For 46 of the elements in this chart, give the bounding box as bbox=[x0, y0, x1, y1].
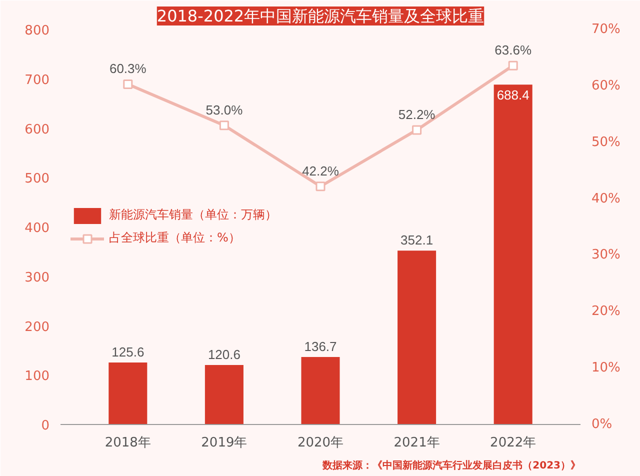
y-tick-label: 800 bbox=[24, 24, 50, 38]
x-tick-label: 2018年 bbox=[104, 436, 151, 450]
y2-tick-label: 60% bbox=[592, 78, 620, 94]
data-label: 352.1 bbox=[400, 232, 434, 248]
x-tick-label: 2019年 bbox=[201, 436, 248, 450]
bar bbox=[301, 357, 340, 424]
point bbox=[123, 79, 133, 89]
legend-label: 占全球比重（单位：%） bbox=[109, 230, 240, 246]
data-label: 53.0% bbox=[206, 102, 244, 118]
y-tick-label: 300 bbox=[24, 270, 50, 286]
y2-tick-label: 40% bbox=[592, 191, 620, 206]
y2-tick-label: 10% bbox=[592, 360, 620, 376]
y-tick-label: 500 bbox=[24, 172, 50, 187]
y-tick-label: 600 bbox=[24, 122, 50, 138]
data-label: 125.6 bbox=[112, 344, 144, 360]
data-label: 136.7 bbox=[304, 339, 337, 354]
data-label: 60.3% bbox=[109, 61, 147, 76]
bar bbox=[108, 362, 148, 424]
point bbox=[412, 125, 422, 135]
data-label: 52.2% bbox=[398, 106, 436, 122]
legend-label: 新能源汽车销量（单位：万辆） bbox=[109, 206, 277, 224]
point bbox=[219, 120, 229, 130]
y-tick-label: 400 bbox=[24, 221, 50, 236]
y-tick-label: 100 bbox=[24, 369, 50, 384]
x-tick-label: 2022年 bbox=[490, 436, 536, 450]
y2-tick-label: 50% bbox=[592, 134, 620, 150]
bar bbox=[494, 84, 532, 424]
y-tick-label: 200 bbox=[24, 320, 50, 335]
data-label: 42.2% bbox=[302, 163, 340, 178]
data-label: 120.6 bbox=[208, 346, 240, 362]
y2-tick-label: 30% bbox=[592, 248, 620, 263]
point bbox=[316, 182, 326, 192]
y-tick-label: 700 bbox=[24, 72, 50, 88]
data-label: 688.4 bbox=[496, 88, 530, 103]
x-tick-label: 2021年 bbox=[394, 436, 440, 450]
data-label: 63.6% bbox=[494, 42, 532, 58]
y2-tick-label: 70% bbox=[592, 22, 620, 37]
source-note: 数据来源：《中国新能源汽车行业发展白皮书（2023）》 bbox=[322, 460, 581, 472]
bar bbox=[204, 364, 244, 424]
y2-tick-label: 20% bbox=[592, 304, 620, 320]
x-tick-label: 2020年 bbox=[297, 436, 344, 450]
chart-title: 2018-2022年中国新能源汽车销量及全球比重 bbox=[156, 6, 484, 26]
bar bbox=[398, 250, 436, 424]
y2-tick-label: 0% bbox=[592, 417, 612, 432]
y-tick-label: 0 bbox=[41, 418, 50, 434]
point bbox=[508, 60, 518, 70]
